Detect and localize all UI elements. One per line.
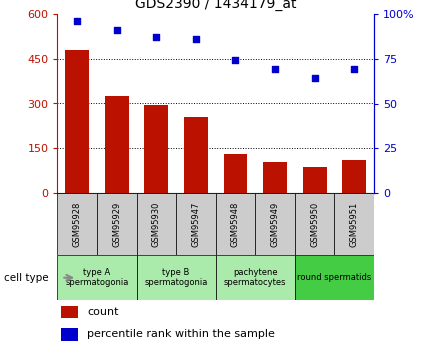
Text: GSM95930: GSM95930 (152, 201, 161, 247)
Text: type B
spermatogonia: type B spermatogonia (144, 268, 208, 287)
Bar (105, 96, 129, 193)
Bar (136, 193, 176, 255)
Point (193, 36, 199, 42)
Title: GDS2390 / 1434179_at: GDS2390 / 1434179_at (135, 0, 296, 11)
Text: GSM95949: GSM95949 (271, 201, 280, 247)
Bar (334, 193, 374, 255)
Bar (215, 255, 295, 300)
Bar (57, 193, 97, 255)
Text: pachytene
spermatocytes: pachytene spermatocytes (224, 268, 286, 287)
Bar (184, 117, 208, 193)
Text: GSM95951: GSM95951 (350, 201, 359, 247)
Bar (215, 193, 255, 255)
Text: GSM95929: GSM95929 (112, 201, 121, 247)
Bar (176, 193, 215, 255)
Point (74, 18, 81, 24)
Text: cell type: cell type (4, 273, 49, 283)
Bar (136, 255, 215, 300)
Bar (263, 162, 287, 193)
Text: count: count (88, 307, 119, 317)
Text: GSM95948: GSM95948 (231, 201, 240, 247)
Point (311, 76, 318, 81)
Text: round spermatids: round spermatids (298, 273, 371, 282)
Bar (224, 154, 247, 193)
Text: percentile rank within the sample: percentile rank within the sample (88, 329, 275, 339)
Point (272, 67, 278, 72)
Bar (144, 105, 168, 193)
Text: GSM95950: GSM95950 (310, 201, 319, 247)
Point (351, 67, 357, 72)
Bar (57, 255, 136, 300)
Bar (295, 255, 374, 300)
Bar (303, 167, 326, 193)
Bar (295, 193, 334, 255)
Point (232, 58, 239, 63)
Point (153, 34, 160, 40)
Text: type A
spermatogonia: type A spermatogonia (65, 268, 129, 287)
Bar (65, 50, 89, 193)
Point (113, 27, 120, 33)
Bar (255, 193, 295, 255)
Bar (342, 160, 366, 193)
Bar (60, 306, 78, 318)
Text: GSM95947: GSM95947 (191, 201, 201, 247)
Bar (97, 193, 136, 255)
Bar (60, 328, 78, 341)
Text: GSM95928: GSM95928 (73, 201, 82, 247)
